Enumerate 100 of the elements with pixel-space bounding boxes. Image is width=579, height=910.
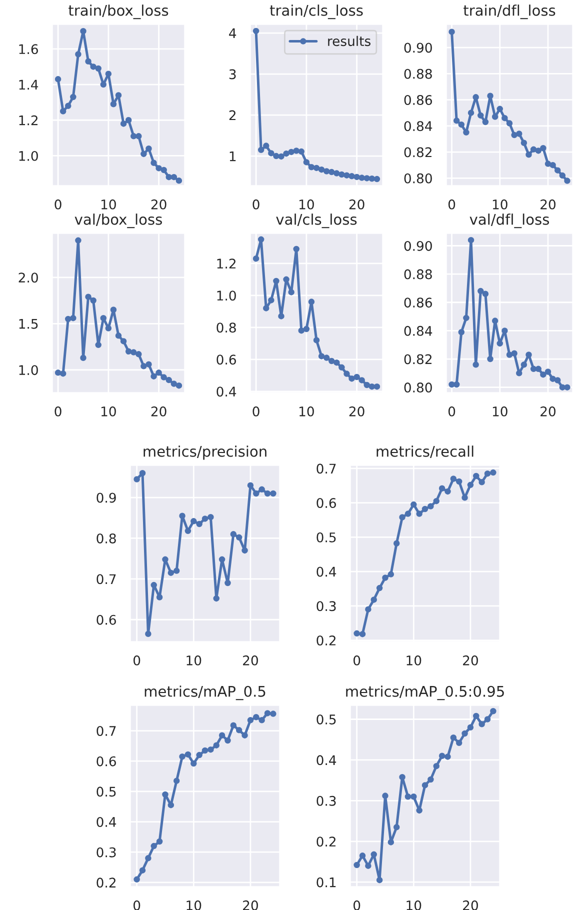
point [478, 721, 485, 728]
point [176, 178, 182, 184]
point [463, 314, 470, 322]
y-tick-label: 0.3 [96, 847, 116, 858]
point [456, 740, 462, 746]
point [472, 362, 479, 368]
point [526, 352, 532, 358]
point [213, 595, 220, 602]
point [293, 246, 300, 252]
x-tick-label: 10 [299, 406, 314, 416]
point [242, 547, 248, 554]
point [166, 376, 172, 384]
point [554, 167, 561, 174]
point [344, 172, 350, 178]
point [283, 150, 290, 157]
x-tick-label: 10 [186, 655, 202, 666]
point [150, 582, 157, 588]
point [125, 117, 132, 124]
point [463, 129, 470, 136]
point [374, 383, 380, 390]
point [318, 166, 325, 173]
point [422, 782, 428, 788]
y-tick-label: 0.4 [96, 817, 116, 827]
y-tick-label: 0.7 [316, 464, 336, 474]
point [550, 376, 556, 382]
point [422, 506, 428, 512]
y-tick-label: 0.5 [316, 714, 336, 724]
point [268, 297, 274, 304]
y-tick-label: 0.4 [216, 386, 236, 397]
y-tick-label: 2.0 [18, 272, 38, 283]
point [110, 100, 117, 108]
point [399, 514, 406, 520]
point [428, 776, 434, 783]
point [156, 370, 162, 376]
y-tick-label: 3 [229, 69, 236, 80]
point [258, 146, 264, 154]
point [64, 102, 72, 110]
x-tick-label: 0 [133, 900, 140, 910]
point [416, 807, 422, 814]
point [313, 337, 320, 344]
point [502, 328, 508, 334]
y-tick-label: 0.2 [316, 636, 336, 646]
point [218, 556, 226, 563]
y-tick-label: 1.5 [19, 319, 38, 329]
point [90, 64, 96, 70]
point [156, 838, 163, 845]
point [146, 361, 152, 368]
y-tick-label: 0.86 [404, 298, 432, 308]
point [467, 482, 474, 488]
point [85, 58, 92, 65]
point [100, 314, 107, 322]
point [490, 469, 496, 476]
y-tick-label: 0.80 [404, 173, 432, 184]
y-tick-label: 0.9 [96, 492, 116, 503]
y-tick-label: 0.7 [96, 726, 116, 736]
x-tick-label: 20 [243, 655, 258, 666]
point [393, 540, 400, 546]
point [448, 28, 455, 35]
y-tick-label: 0.3 [316, 601, 336, 612]
point [208, 746, 214, 753]
point [184, 528, 192, 534]
point [125, 348, 132, 355]
point [468, 236, 474, 244]
point [368, 383, 376, 390]
point [150, 373, 157, 380]
point [496, 340, 504, 347]
point [247, 482, 254, 488]
point [535, 148, 542, 154]
point [467, 724, 474, 731]
y-tick-label: 0.7 [96, 574, 116, 584]
point [253, 714, 260, 720]
point [60, 108, 66, 114]
point [208, 514, 214, 520]
point [230, 722, 237, 728]
x-tick-label: 0 [252, 406, 260, 416]
point [338, 171, 345, 178]
x-tick-label: 10 [406, 655, 422, 666]
point [224, 580, 231, 586]
point [270, 710, 276, 717]
point [416, 510, 422, 517]
point [166, 174, 172, 180]
point [462, 494, 468, 501]
point [140, 363, 147, 370]
point [502, 114, 508, 122]
point [492, 318, 498, 324]
point [264, 710, 271, 716]
point [444, 754, 451, 760]
point [433, 498, 440, 504]
point [156, 594, 163, 600]
point [70, 94, 76, 100]
point [64, 316, 72, 322]
x-tick-label: 10 [406, 900, 422, 910]
point [179, 753, 186, 760]
chart-title: train/dfl_loss [464, 4, 556, 20]
point [348, 375, 355, 382]
point [150, 842, 157, 850]
point [458, 328, 465, 336]
point [170, 380, 178, 387]
x-tick-label: 20 [151, 199, 166, 210]
point [530, 366, 537, 372]
